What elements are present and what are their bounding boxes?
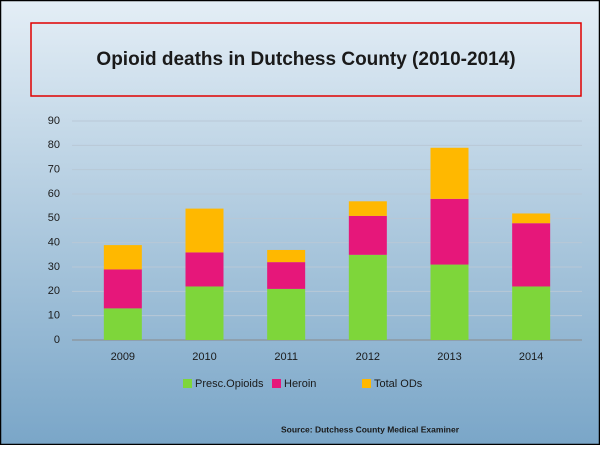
bar-segment <box>430 264 469 340</box>
title-box <box>30 22 582 97</box>
bar-segment <box>430 147 469 199</box>
y-tick-label: 40 <box>48 237 60 249</box>
bar-segment <box>348 201 387 216</box>
x-tick-label: 2010 <box>192 351 216 363</box>
y-tick-label: 50 <box>48 212 60 224</box>
x-tick-label: 2012 <box>356 351 380 363</box>
chart-title: Opioid deaths in Dutchess County (2010-2… <box>96 49 515 70</box>
y-tick-label: 80 <box>48 139 60 151</box>
x-tick-label: 2014 <box>519 351 543 363</box>
bar-segment <box>512 223 551 287</box>
y-tick-label: 60 <box>48 188 60 200</box>
legend-label: Presc.Opioids <box>195 378 264 390</box>
bar-segment <box>185 286 224 340</box>
bar-segment <box>267 249 306 263</box>
bar-segment <box>348 215 387 255</box>
bar-segment <box>185 208 224 253</box>
y-tick-label: 20 <box>48 285 60 297</box>
y-tick-label: 90 <box>48 115 60 127</box>
y-tick-label: 70 <box>48 164 60 176</box>
bar-segment <box>512 213 551 224</box>
bar-segment <box>430 198 469 265</box>
y-tick-label: 30 <box>48 261 60 273</box>
legend-label: Heroin <box>284 378 316 390</box>
legend-swatch <box>362 379 371 388</box>
bar-segment <box>185 252 224 287</box>
bar-segment <box>103 245 142 270</box>
y-tick-label: 10 <box>48 310 60 322</box>
bar-segment <box>103 269 142 309</box>
x-tick-label: 2013 <box>437 351 461 363</box>
legend-swatch <box>272 379 281 388</box>
bar-segment <box>103 308 142 340</box>
legend-swatch <box>183 379 192 388</box>
bar-segment <box>348 254 387 340</box>
x-tick-label: 2009 <box>111 351 135 363</box>
bar-segment <box>267 262 306 289</box>
bar-segment <box>512 286 551 340</box>
legend-label: Total ODs <box>374 378 423 390</box>
bar-segment <box>267 288 306 340</box>
source: Source: Dutchess County Medical Examiner <box>281 424 460 434</box>
y-tick-label: 0 <box>54 334 60 346</box>
x-tick-label: 2011 <box>274 351 298 363</box>
